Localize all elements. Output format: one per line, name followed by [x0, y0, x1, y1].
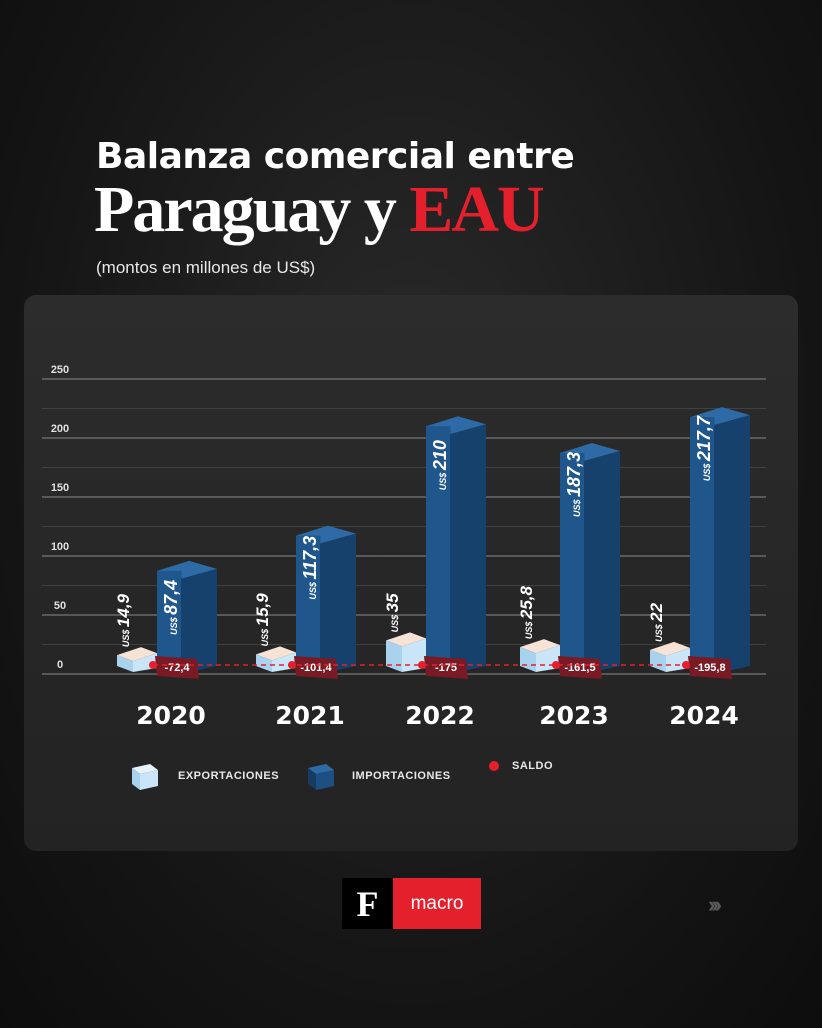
exports-bar-top: [650, 641, 690, 656]
saldo-tag: [558, 656, 602, 679]
title-line-1: Balanza comercial entre: [96, 136, 575, 177]
imports-bar-side: [714, 415, 750, 674]
next-arrows-icon[interactable]: ›››: [708, 892, 722, 917]
exports-cube-icon: [132, 764, 158, 790]
saldo-tag: [294, 656, 338, 679]
saldo-point: [682, 661, 690, 669]
title-accent: EAU: [409, 173, 544, 246]
imports-cube-icon: [308, 764, 334, 790]
exports-bar-side: [520, 647, 536, 672]
y-tick-label: 150: [51, 482, 69, 494]
imports-bar: [426, 426, 451, 674]
imports-value-label: US$ 210: [430, 440, 450, 490]
exports-bar-top: [386, 632, 426, 647]
saldo-value-label: -175: [435, 662, 457, 674]
x-category-label: 2021: [275, 701, 345, 730]
saldo-dot-icon: [489, 761, 499, 771]
y-tick-label: 0: [57, 659, 63, 671]
imports-bar-side: [181, 568, 217, 674]
legend-exports-label: EXPORTACIONES: [178, 770, 280, 782]
saldo-point: [418, 661, 426, 669]
imports-value-label: US$ 117,3: [300, 536, 320, 600]
imports-bar: [296, 535, 321, 674]
chart-panel: [24, 295, 798, 851]
saldo-tag: [688, 656, 732, 679]
imports-value-label: US$ 187,3: [564, 452, 584, 517]
imports-value-label: US$ 217,7: [694, 415, 714, 481]
y-tick-label: 100: [51, 541, 69, 553]
legend-imports: IMPORTACIONES: [304, 760, 451, 792]
imports-bar-side: [450, 424, 486, 674]
imports-bar: [690, 417, 715, 674]
x-category-label: 2024: [669, 701, 739, 730]
legend-imports-label: IMPORTACIONES: [352, 770, 451, 782]
y-tick-label: 200: [51, 423, 69, 435]
saldo-point: [288, 661, 296, 669]
exports-value-label: US$ 25,8: [517, 585, 536, 639]
x-category-label: 2023: [539, 701, 609, 730]
exports-bar-top: [520, 639, 560, 654]
imports-bar-side: [584, 450, 620, 674]
exports-value-label: US$ 14,9: [114, 593, 133, 647]
saldo-value-label: -195,8: [694, 662, 725, 674]
saldo-value-label: -101,4: [300, 662, 332, 674]
exports-value-label: US$ 22: [647, 602, 666, 641]
saldo-point: [552, 661, 560, 669]
exports-bar-top: [256, 646, 296, 661]
saldo-value-label: -161,5: [564, 662, 595, 674]
imports-value-label: US$ 87,4: [161, 580, 181, 635]
subtitle: (montos en millones de US$): [96, 258, 316, 277]
title-line-2: Paraguay y EAU: [94, 172, 545, 248]
saldo-tag: [424, 656, 468, 679]
exports-value-label: US$ 35: [383, 593, 402, 632]
saldo-value-label: -72,4: [164, 662, 190, 674]
exports-bar-side: [256, 654, 272, 672]
exports-bar-side: [650, 649, 666, 672]
saldo-point: [149, 661, 157, 669]
x-category-label: 2020: [136, 701, 206, 730]
saldo-tag: [155, 656, 199, 679]
y-tick-label: 50: [54, 600, 66, 612]
exports-value-label: US$ 15,9: [253, 593, 272, 647]
brand-logo: F macro: [342, 878, 481, 929]
exports-bar-top: [117, 647, 157, 662]
legend-saldo-label: SALDO: [512, 760, 553, 772]
imports-bar-side: [320, 533, 356, 674]
y-tick-label: 250: [51, 364, 69, 376]
legend-exports: EXPORTACIONES: [128, 760, 279, 792]
legend-saldo: SALDO: [488, 760, 553, 772]
x-category-label: 2022: [405, 701, 475, 730]
exports-bar-side: [117, 655, 133, 672]
title-main: Paraguay y: [94, 173, 410, 246]
logo-letter: F: [342, 878, 393, 929]
imports-bar: [560, 452, 585, 674]
logo-text: macro: [393, 878, 481, 929]
exports-bar-side: [386, 640, 402, 672]
